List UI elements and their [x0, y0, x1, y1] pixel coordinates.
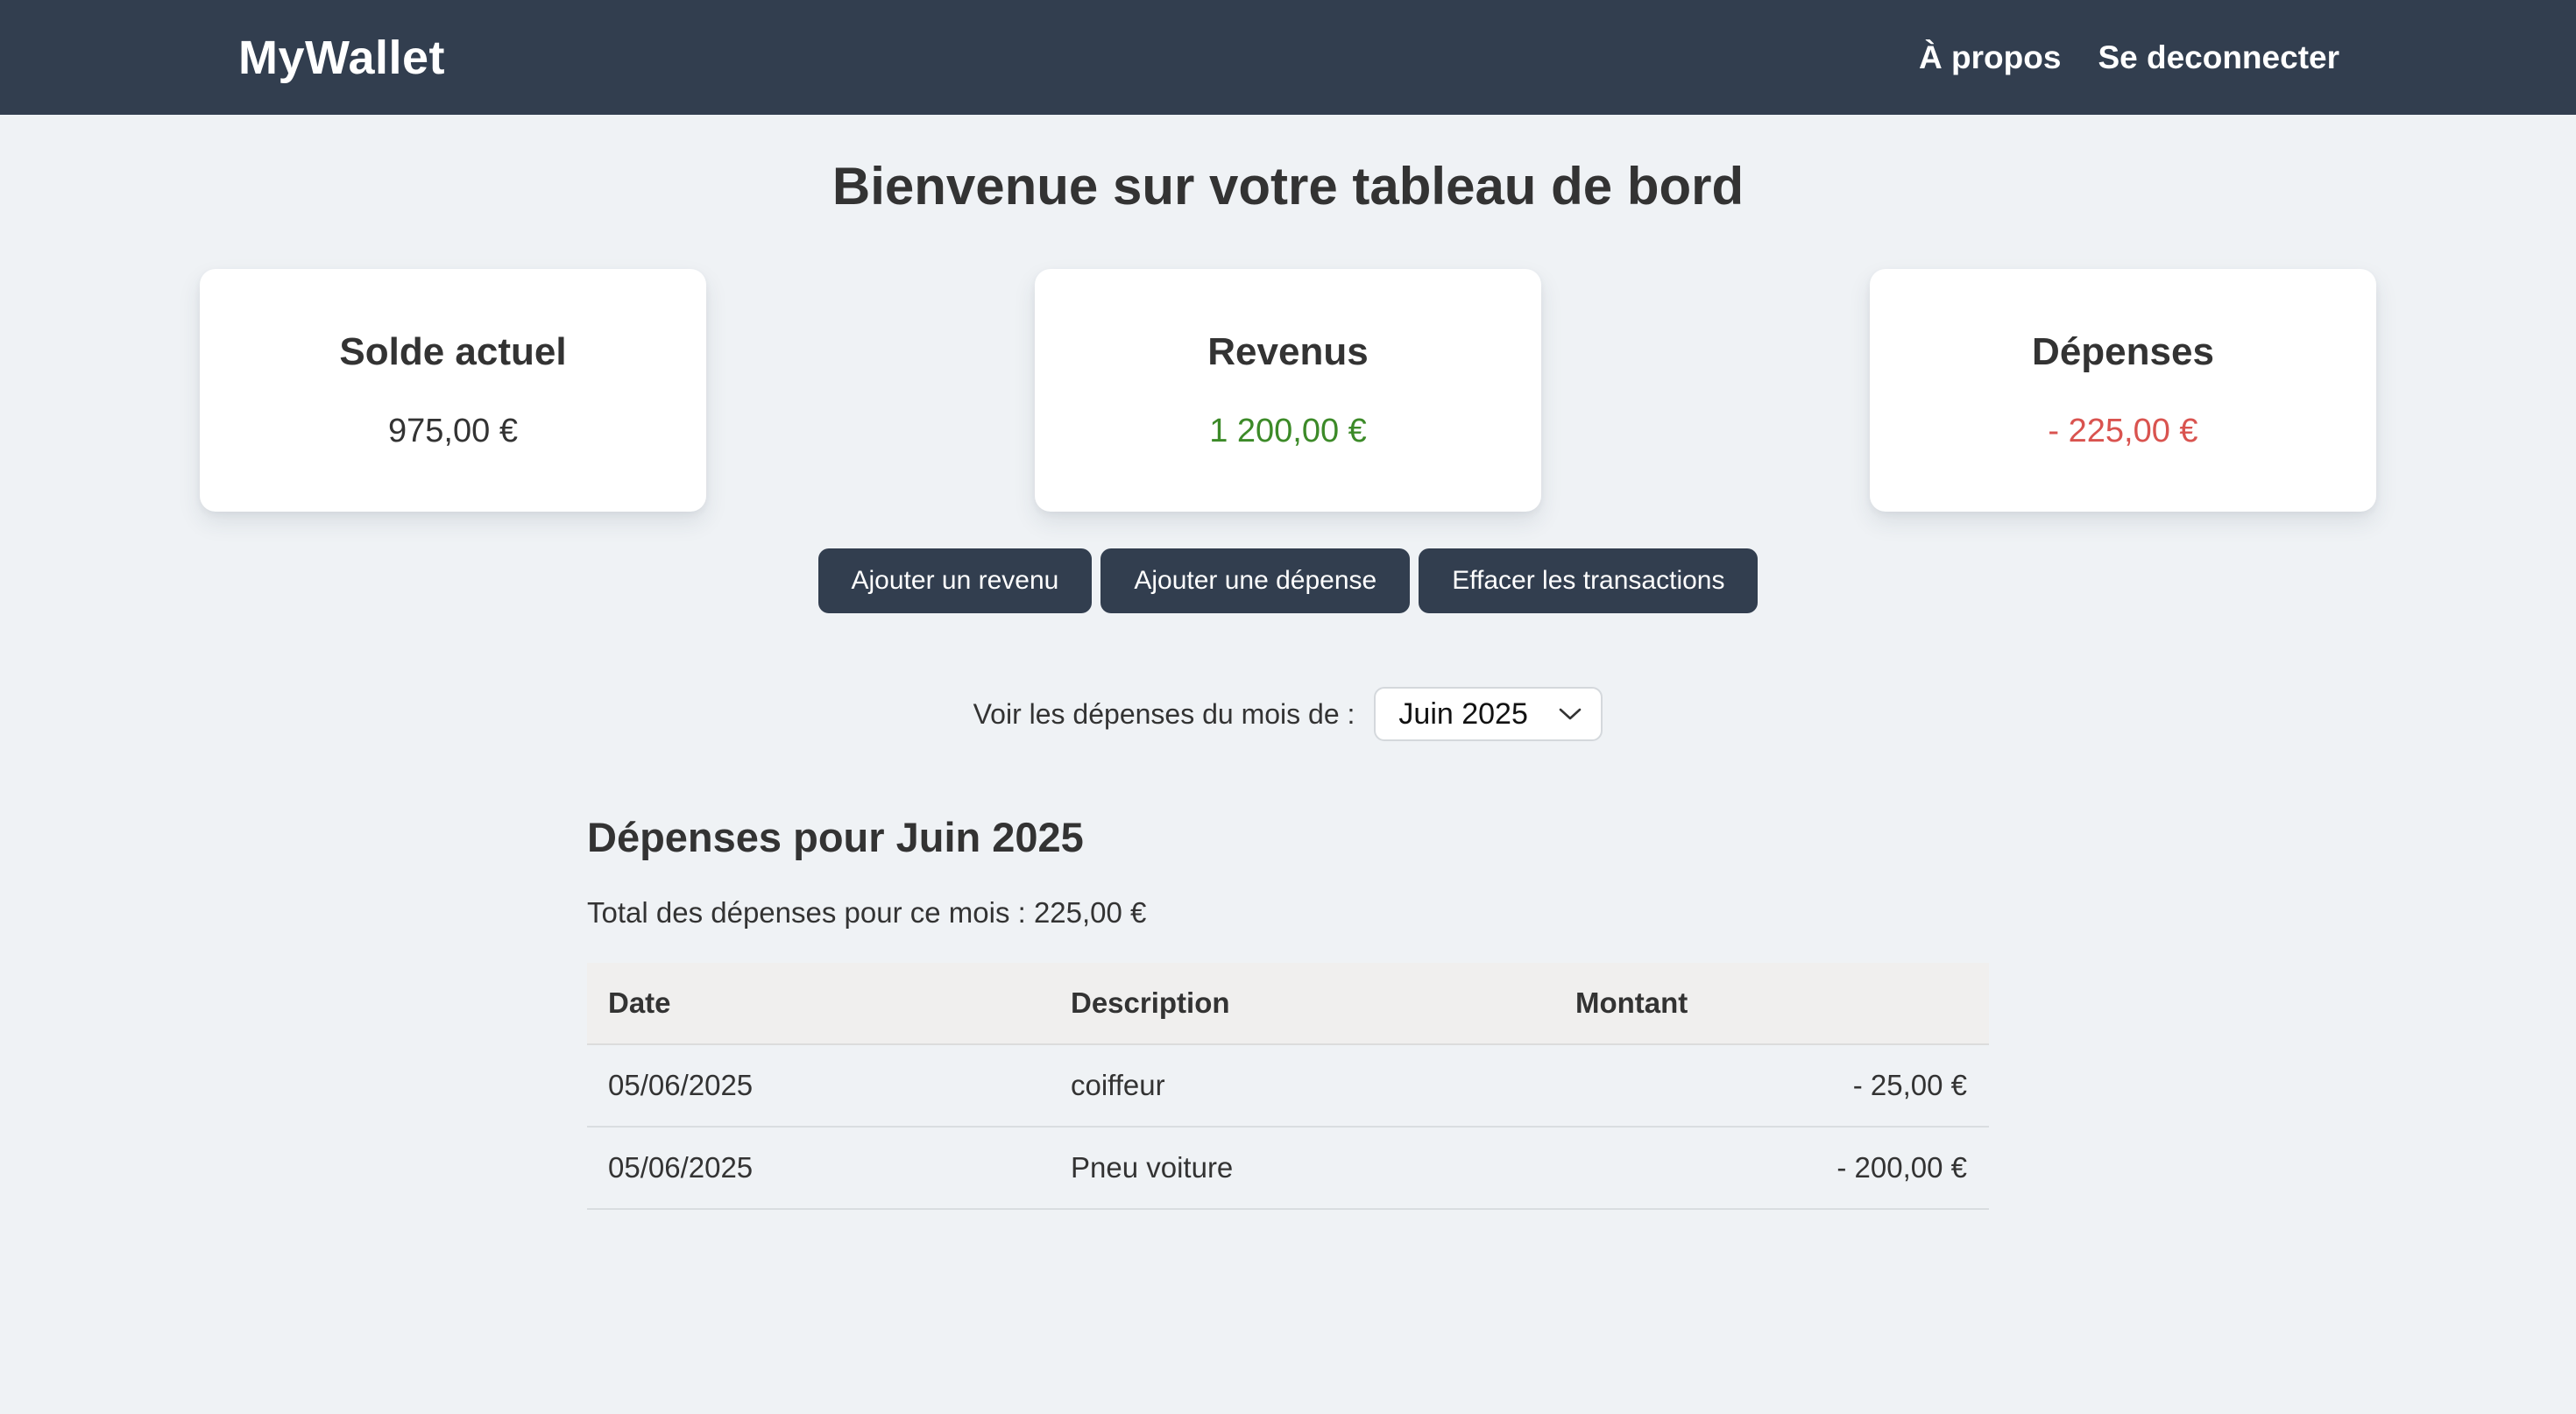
card-income-title: Revenus [1207, 330, 1369, 373]
cell-description: Pneu voiture [1050, 1127, 1554, 1210]
chevron-down-icon [1557, 705, 1583, 723]
cell-date: 05/06/2025 [587, 1127, 1050, 1210]
expenses-total: Total des dépenses pour ce mois : 225,00… [587, 896, 1147, 929]
column-header-date: Date [587, 963, 1050, 1045]
add-income-button[interactable]: Ajouter un revenu [817, 548, 1093, 613]
card-balance: Solde actuel 975,00 € [200, 269, 706, 512]
cell-amount: - 200,00 € [1554, 1127, 1989, 1210]
cell-description: coiffeur [1050, 1044, 1554, 1128]
cell-date: 05/06/2025 [587, 1044, 1050, 1128]
card-income-value: 1 200,00 € [1209, 413, 1367, 449]
card-expenses-value: - 225,00 € [2048, 413, 2198, 449]
card-expenses: Dépenses - 225,00 € [1870, 269, 2376, 512]
table-row: 05/06/2025 coiffeur - 25,00 € [587, 1044, 1989, 1128]
expenses-section: Dépenses pour Juin 2025 Total des dépens… [587, 813, 1989, 1210]
cell-amount: - 25,00 € [1554, 1044, 1989, 1128]
column-header-amount: Montant [1554, 963, 1989, 1045]
card-balance-title: Solde actuel [339, 330, 567, 373]
nav-link-about[interactable]: À propos [1919, 39, 2062, 75]
expenses-heading: Dépenses pour Juin 2025 [587, 814, 1084, 860]
expenses-table: Date Description Montant 05/06/2025 coif… [587, 963, 1989, 1210]
card-expenses-title: Dépenses [2032, 330, 2214, 373]
actions-row: Ajouter un revenu Ajouter une dépense Ef… [0, 548, 2576, 613]
header-bar: MyWallet À propos Se deconnecter [0, 0, 2576, 115]
month-filter-label: Voir les dépenses du mois de : [973, 697, 1355, 730]
header-nav: À propos Se deconnecter [1919, 39, 2339, 76]
stat-cards-row: Solde actuel 975,00 € Revenus 1 200,00 €… [0, 269, 2576, 512]
add-expense-button[interactable]: Ajouter une dépense [1100, 548, 1411, 613]
month-select-value: Juin 2025 [1398, 696, 1528, 731]
nav-link-logout[interactable]: Se deconnecter [2098, 39, 2339, 75]
brand-logo[interactable]: MyWallet [238, 31, 446, 84]
column-header-description: Description [1050, 963, 1554, 1045]
month-filter-row: Voir les dépenses du mois de : Juin 2025 [0, 687, 2576, 741]
card-income: Revenus 1 200,00 € [1035, 269, 1541, 512]
table-row: 05/06/2025 Pneu voiture - 200,00 € [587, 1127, 1989, 1210]
card-balance-value: 975,00 € [388, 413, 518, 449]
page-title: Bienvenue sur votre tableau de bord [832, 157, 1744, 216]
table-header-row: Date Description Montant [587, 963, 1989, 1045]
month-select[interactable]: Juin 2025 [1374, 687, 1603, 741]
clear-transactions-button[interactable]: Effacer les transactions [1419, 548, 1759, 613]
